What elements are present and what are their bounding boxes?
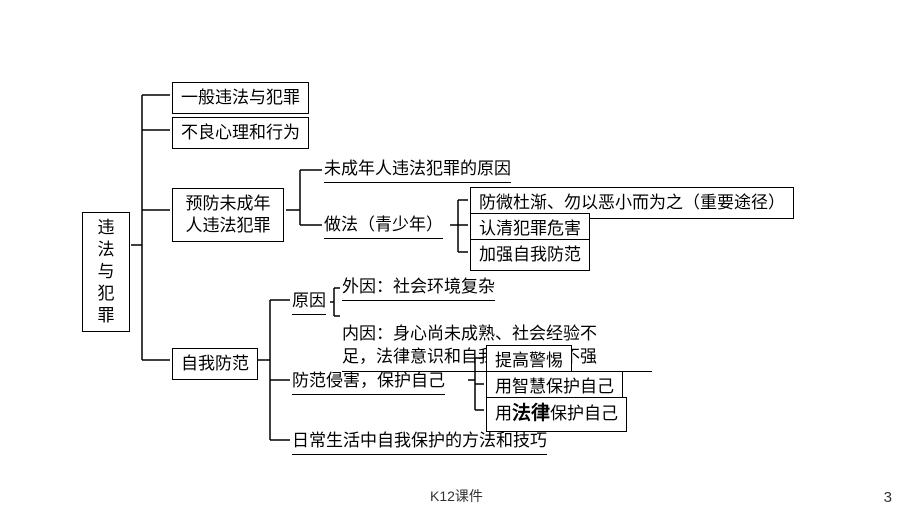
label-external-cause: 外因：社会环境复杂 <box>342 276 495 301</box>
label-general-illegal: 一般违法与犯罪 <box>181 88 300 107</box>
page-number: 3 <box>884 489 892 506</box>
label-method-teen: 做法（青少年） <box>324 214 443 239</box>
node-bad-psychology: 不良心理和行为 <box>172 117 309 149</box>
label-protect-self: 防范侵害，保护自己 <box>292 370 445 395</box>
node-general-illegal: 一般违法与犯罪 <box>172 82 309 114</box>
root-node: 违法 与 犯罪 <box>82 212 130 332</box>
label-bad-psychology: 不良心理和行为 <box>181 123 300 142</box>
label-cause: 原因 <box>292 290 326 315</box>
node-self-defense: 自我防范 <box>172 348 258 380</box>
label-prevention: 预防未成年 人违法犯罪 <box>186 194 271 235</box>
label-self-defense: 自我防范 <box>181 354 249 373</box>
node-method-3: 加强自我防范 <box>470 239 590 271</box>
root-label: 违法 与 犯罪 <box>98 218 115 325</box>
p3-bold: 法律 <box>512 403 550 424</box>
p3-prefix: 用 <box>495 404 512 423</box>
node-prevention: 预防未成年 人违法犯罪 <box>172 188 284 242</box>
p3-suffix: 保护自己 <box>550 404 618 423</box>
label-minor-cause: 未成年人违法犯罪的原因 <box>324 158 511 183</box>
footer-text: K12课件 <box>430 486 483 506</box>
node-protect-3: 用法律保护自己 <box>486 397 627 432</box>
label-daily-methods: 日常生活中自我保护的方法和技巧 <box>292 430 547 455</box>
